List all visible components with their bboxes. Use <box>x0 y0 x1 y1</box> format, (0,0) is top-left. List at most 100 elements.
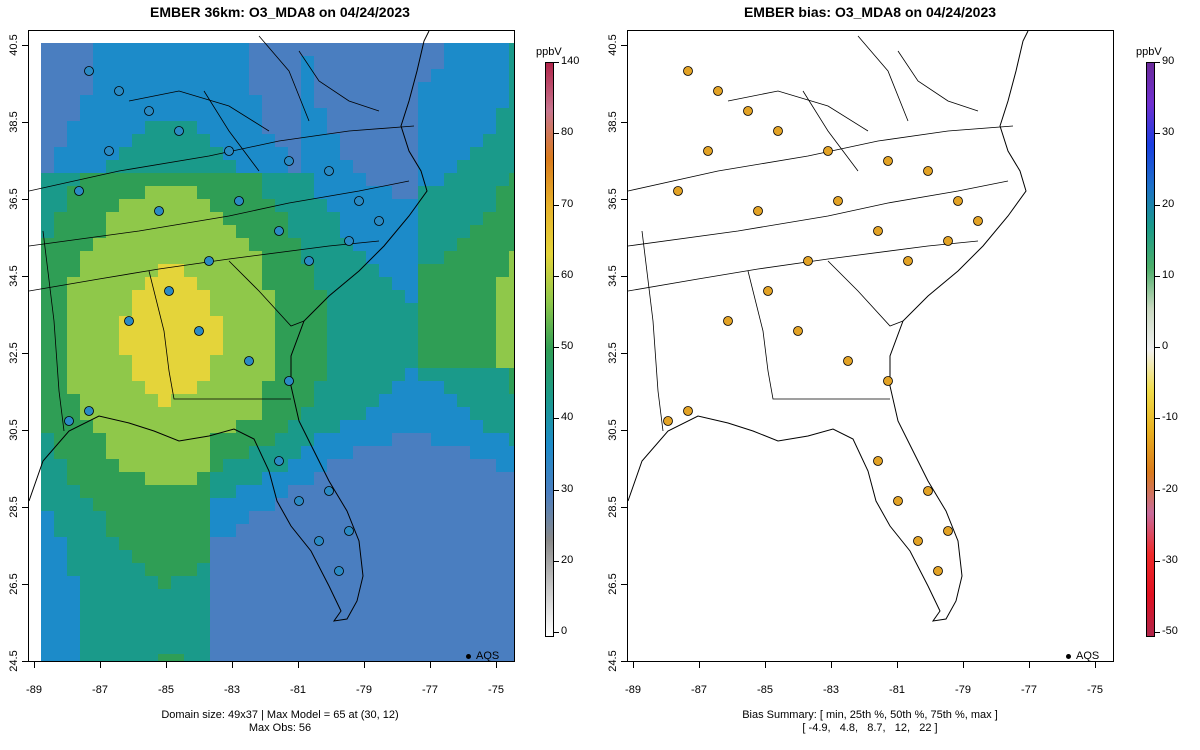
grid-cell <box>106 212 119 225</box>
grid-cell <box>275 251 288 264</box>
grid-cell <box>223 160 236 173</box>
grid-cell <box>314 186 327 199</box>
grid-cell <box>171 550 184 563</box>
grid-cell <box>483 420 496 433</box>
grid-cell <box>106 511 119 524</box>
grid-cell <box>457 186 470 199</box>
legend-dot-icon <box>1066 653 1071 659</box>
grid-cell <box>132 485 145 498</box>
grid-cell <box>379 641 392 654</box>
grid-cell <box>54 381 67 394</box>
grid-cell <box>80 264 93 277</box>
grid-cell <box>301 303 314 316</box>
grid-cell <box>431 576 444 589</box>
grid-cell <box>366 602 379 615</box>
grid-cell <box>119 277 132 290</box>
grid-cell <box>80 251 93 264</box>
colorbar-tick-label: 80 <box>561 126 574 139</box>
grid-cell <box>236 225 249 238</box>
grid-cell <box>483 641 496 654</box>
grid-cell <box>496 511 509 524</box>
grid-cell <box>158 407 171 420</box>
grid-cell <box>509 290 514 303</box>
grid-cell <box>197 407 210 420</box>
grid-cell <box>314 381 327 394</box>
grid-cell <box>405 225 418 238</box>
grid-cell <box>405 433 418 446</box>
grid-cell <box>67 654 80 661</box>
grid-cell <box>444 316 457 329</box>
grid-cell <box>431 550 444 563</box>
grid-cell <box>353 472 366 485</box>
site-marker <box>304 256 314 266</box>
grid-cell <box>184 355 197 368</box>
grid-cell <box>236 43 249 56</box>
grid-cell <box>340 628 353 641</box>
grid-cell <box>418 602 431 615</box>
grid-cell <box>483 537 496 550</box>
grid-cell <box>470 264 483 277</box>
grid-cell <box>483 160 496 173</box>
grid-cell <box>262 511 275 524</box>
grid-cell <box>80 576 93 589</box>
grid-cell <box>457 602 470 615</box>
grid-cell <box>80 368 93 381</box>
grid-cell <box>444 82 457 95</box>
grid-cell <box>80 277 93 290</box>
grid-cell <box>184 368 197 381</box>
site-marker <box>164 286 174 296</box>
grid-cell <box>93 199 106 212</box>
site-marker <box>284 376 294 386</box>
grid-cell <box>67 329 80 342</box>
grid-cell <box>54 498 67 511</box>
grid-cell <box>353 147 366 160</box>
grid-cell <box>379 472 392 485</box>
grid-cell <box>327 56 340 69</box>
grid-cell <box>405 108 418 121</box>
grid-cell <box>353 550 366 563</box>
grid-cell <box>327 368 340 381</box>
grid-cell <box>119 511 132 524</box>
grid-cell <box>301 628 314 641</box>
grid-cell <box>405 641 418 654</box>
grid-cell <box>392 498 405 511</box>
x-tick <box>1095 662 1096 668</box>
grid-cell <box>457 69 470 82</box>
grid-cell <box>275 95 288 108</box>
grid-cell <box>210 329 223 342</box>
grid-cell <box>67 511 80 524</box>
grid-cell <box>327 173 340 186</box>
grid-cell <box>470 368 483 381</box>
grid-cell <box>288 407 301 420</box>
x-tick <box>496 662 497 668</box>
grid-cell <box>379 628 392 641</box>
grid-cell <box>496 381 509 394</box>
grid-cell <box>236 56 249 69</box>
grid-cell <box>249 342 262 355</box>
grid-cell <box>262 199 275 212</box>
grid-cell <box>54 277 67 290</box>
y-tick-label: 32.5 <box>607 342 619 364</box>
grid-cell <box>197 43 210 56</box>
grid-cell <box>444 69 457 82</box>
grid-cell <box>275 329 288 342</box>
grid-cell <box>210 56 223 69</box>
grid-cell <box>431 498 444 511</box>
grid-cell <box>340 277 353 290</box>
grid-cell <box>145 511 158 524</box>
grid-cell <box>119 485 132 498</box>
grid-cell <box>223 355 236 368</box>
grid-cell <box>184 394 197 407</box>
grid-cell <box>54 56 67 69</box>
grid-cell <box>80 43 93 56</box>
grid-cell <box>483 550 496 563</box>
grid-cell <box>223 95 236 108</box>
grid-cell <box>457 420 470 433</box>
grid-cell <box>353 225 366 238</box>
grid-cell <box>483 511 496 524</box>
grid-cell <box>392 589 405 602</box>
grid-cell <box>379 56 392 69</box>
x-tick <box>633 662 634 668</box>
grid-cell <box>509 433 514 446</box>
grid-cell <box>197 225 210 238</box>
